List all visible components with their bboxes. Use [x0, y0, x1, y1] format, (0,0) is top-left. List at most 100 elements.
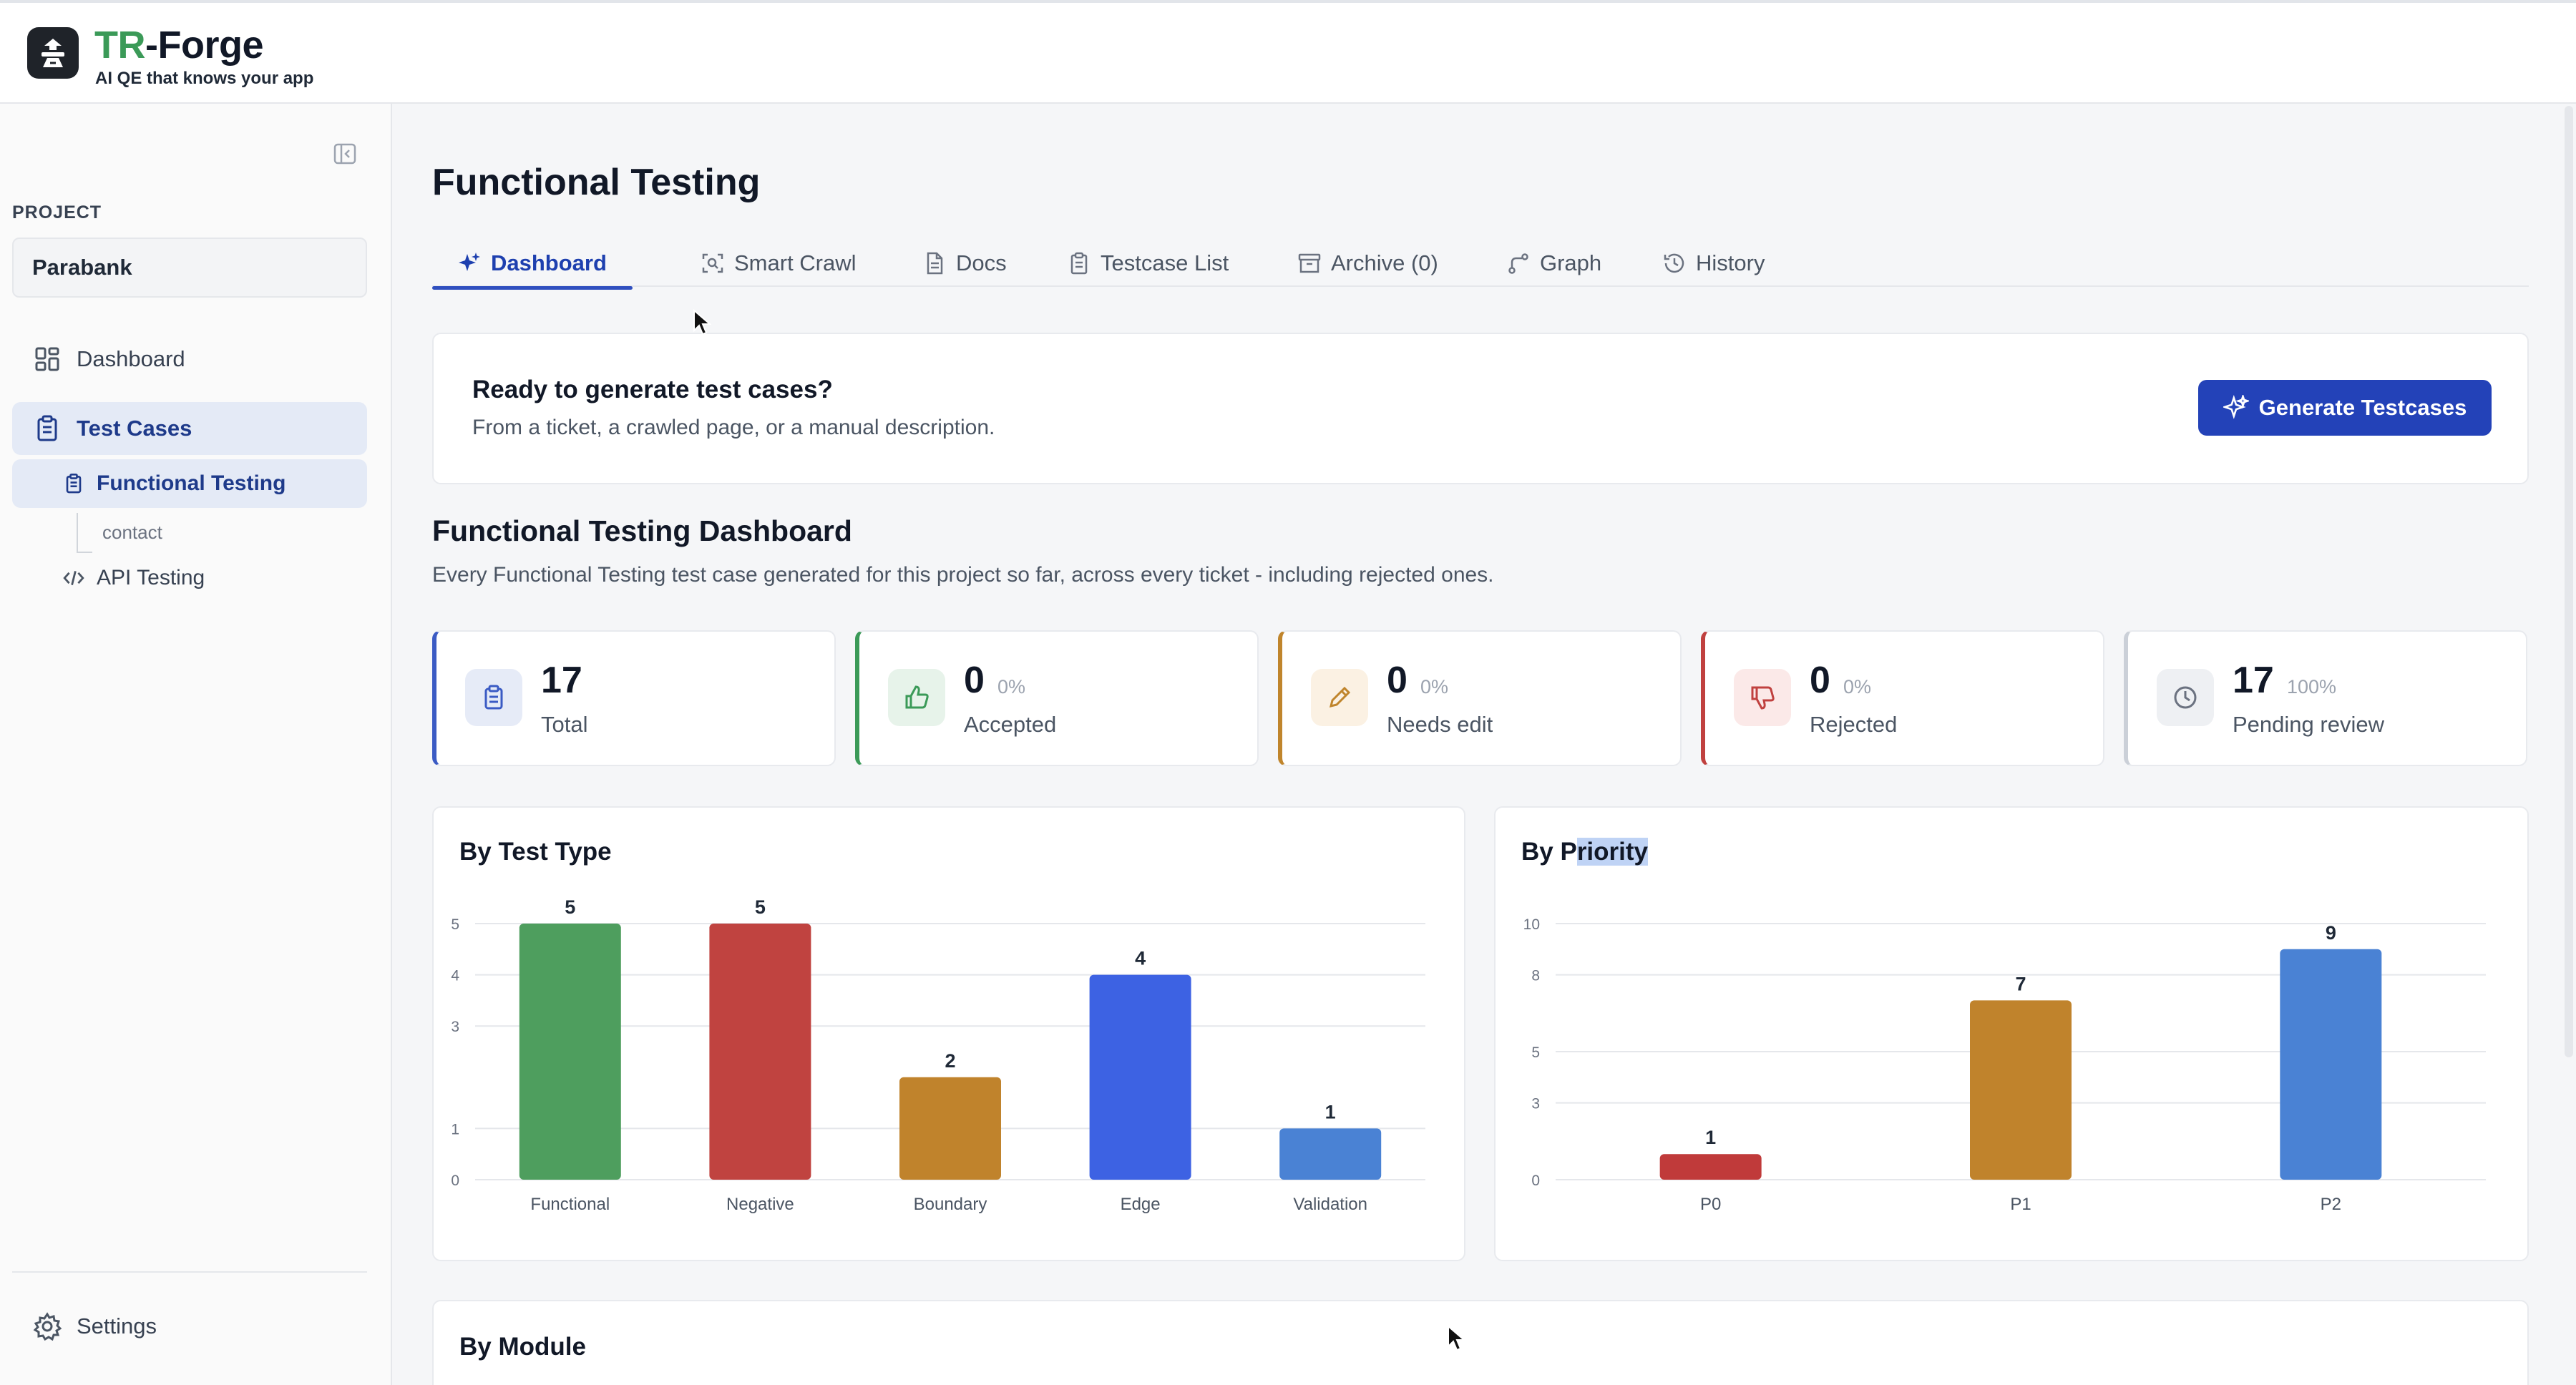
bar [519, 924, 621, 1180]
y-tick-label: 8 [1531, 968, 1540, 984]
data-label: 1 [1325, 1101, 1336, 1122]
bar-chart: 0 3 5 8 10 1 P0 7 P1 9 P2 [1523, 916, 2486, 1214]
tab-graph[interactable]: Graph [1506, 240, 1601, 287]
sparkle-icon [457, 250, 482, 276]
sidebar-item-settings[interactable]: Settings [12, 1300, 367, 1353]
clipboard-icon [61, 471, 87, 496]
page-title: Functional Testing [432, 162, 761, 203]
grid-icon [31, 343, 64, 376]
stat-value: 17 [541, 660, 582, 701]
sidebar-subitem-contact[interactable]: contact [102, 522, 162, 543]
cta-subtitle: From a ticket, a crawled page, or a manu… [472, 416, 995, 439]
thumbs-up-icon [888, 669, 945, 726]
chart-by-module: By Module [432, 1300, 2529, 1385]
generate-testcases-button[interactable]: Generate Testcases [2198, 380, 2492, 436]
main-content: Functional Testing Dashboard Smart Crawl… [392, 104, 2576, 1385]
bar-chart: 0 1 3 4 5 5 Functional 5 Negative 2 Boundary 4 Edge 1… [451, 896, 1425, 1214]
stat-card-rejected: 0 0% Rejected [1701, 630, 2104, 766]
bar [1659, 1154, 1762, 1180]
stat-percent: 100% [2287, 676, 2337, 698]
chart-title: By Test Type [459, 838, 612, 866]
thumbs-down-icon [1734, 669, 1791, 726]
stat-card-needs-edit: 0 0% Needs edit [1278, 630, 1682, 766]
data-label: 5 [755, 896, 766, 918]
y-tick-label: 10 [1523, 916, 1540, 933]
tab-archive[interactable]: Archive (0) [1297, 240, 1438, 287]
sidebar-item-api-testing[interactable]: API Testing [12, 554, 367, 602]
project-label: PROJECT [12, 202, 102, 222]
sidebar-item-label: Functional Testing [97, 471, 286, 495]
data-label: 5 [565, 896, 575, 918]
y-tick-label: 0 [451, 1173, 459, 1189]
chart-by-priority: By Priority 0 3 5 8 10 1 P0 7 P1 9 P2 [1494, 806, 2529, 1261]
tab-label: Testcase List [1101, 250, 1229, 275]
cta-title: Ready to generate test cases? [472, 376, 833, 403]
tab-testcase-list[interactable]: Testcase List [1066, 240, 1229, 287]
scrollbar[interactable] [2565, 106, 2573, 1057]
logo-icon [27, 27, 79, 79]
clipboard-icon [31, 412, 64, 445]
scan-icon [700, 250, 726, 276]
stat-label: Needs edit [1387, 712, 1493, 737]
tab-label: History [1696, 250, 1765, 275]
tree-connector [77, 552, 92, 553]
chart-title: By Priority [1521, 838, 1649, 866]
sidebar-item-label: Test Cases [77, 416, 192, 441]
project-select[interactable]: Parabank [12, 238, 367, 298]
stat-percent: 0% [1843, 676, 1872, 698]
bar [1279, 1128, 1382, 1180]
stat-card-accepted: 0 0% Accepted [855, 630, 1259, 766]
x-tick-label: Negative [726, 1195, 794, 1214]
tab-docs[interactable]: Docs [922, 240, 1007, 287]
sidebar-item-label: Settings [77, 1313, 157, 1338]
brand-tagline: AI QE that knows your app [95, 69, 314, 88]
bar [1970, 1000, 2072, 1180]
collapse-sidebar-icon[interactable] [331, 140, 359, 168]
y-tick-label: 4 [451, 968, 459, 984]
bar [2280, 949, 2382, 1180]
dashboard-subtitle: Every Functional Testing test case gener… [432, 563, 1494, 587]
brand-name: TR-Forge [94, 24, 263, 67]
stat-label: Total [541, 712, 588, 737]
chart-by-test-type: By Test Type 0 1 3 4 5 5 Functional 5 Negative 2 B… [432, 806, 1465, 1261]
y-tick-label: 0 [1531, 1173, 1540, 1189]
x-tick-label: Boundary [914, 1195, 987, 1214]
bar [899, 1077, 1001, 1180]
stat-value: 0 [1810, 660, 1830, 701]
x-tick-label: P2 [2321, 1195, 2341, 1214]
stat-percent: 0% [997, 676, 1026, 698]
stat-value: 0 [964, 660, 985, 701]
x-tick-label: P0 [1700, 1195, 1721, 1214]
stat-value: 0 [1387, 660, 1407, 701]
tab-smart-crawl[interactable]: Smart Crawl [700, 240, 857, 287]
y-tick-label: 3 [1531, 1096, 1540, 1112]
tab-history[interactable]: History [1662, 240, 1765, 287]
sidebar-divider [12, 1271, 367, 1273]
tab-label: Smart Crawl [734, 250, 857, 275]
tab-label: Dashboard [491, 250, 607, 275]
document-icon [922, 250, 947, 276]
clock-icon [2157, 669, 2214, 726]
x-tick-label: Functional [530, 1195, 610, 1214]
clipboard-icon [1066, 250, 1092, 276]
top-bar: TR-Forge AI QE that knows your app [0, 0, 2576, 104]
tree-connector [77, 513, 78, 553]
history-icon [1662, 250, 1687, 276]
sidebar-item-functional-testing[interactable]: Functional Testing [12, 459, 367, 508]
sparkle-icon [2223, 395, 2249, 421]
tab-label: Docs [956, 250, 1007, 275]
data-label: 1 [1705, 1127, 1716, 1148]
tab-dashboard[interactable]: Dashboard [432, 240, 633, 290]
mouse-cursor-icon [1448, 1325, 1465, 1351]
sidebar-item-test-cases[interactable]: Test Cases [12, 402, 367, 455]
code-icon [61, 565, 87, 591]
button-label: Generate Testcases [2258, 395, 2467, 420]
bar [709, 924, 811, 1180]
y-tick-label: 3 [451, 1019, 459, 1035]
dashboard-title: Functional Testing Dashboard [432, 514, 852, 547]
stat-label: Pending review [2233, 712, 2384, 737]
sidebar-item-dashboard[interactable]: Dashboard [12, 333, 367, 386]
y-tick-label: 5 [1531, 1044, 1540, 1061]
stat-percent: 0% [1420, 676, 1449, 698]
mouse-cursor-icon [693, 309, 711, 336]
